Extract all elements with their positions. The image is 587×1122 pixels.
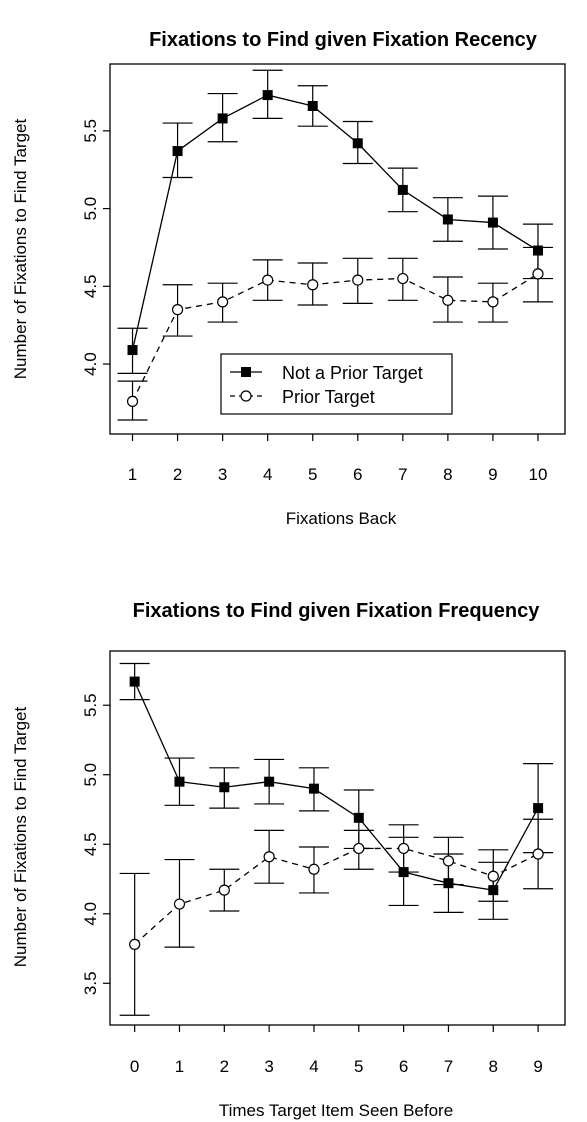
data-point-circle: [487, 296, 499, 308]
y-tick-label: 5.5: [81, 119, 100, 143]
frequency-y-axis-label: Number of Fixations to Find Target: [11, 706, 30, 967]
data-point-circle: [262, 274, 274, 286]
recency-legend: Not a Prior Target Prior Target: [220, 353, 453, 415]
x-tick-label: 7: [444, 1057, 453, 1076]
x-tick-label: 2: [220, 1057, 229, 1076]
x-tick-label: 1: [128, 465, 137, 484]
series-line-not-prior-target: [131, 94, 539, 351]
recency-x-axis-label: Fixations Back: [286, 509, 397, 528]
x-tick-label: 5: [354, 1057, 363, 1076]
y-tick-label: 5.0: [81, 763, 100, 787]
data-point-circle: [263, 851, 275, 863]
data-point-square: [442, 214, 453, 225]
x-tick-label: 8: [443, 465, 452, 484]
y-tick-label: 4.5: [81, 274, 100, 298]
data-point-square: [129, 676, 140, 687]
data-point-square: [308, 783, 319, 794]
data-point-circle: [397, 272, 409, 285]
y-tick-label: 4.0: [81, 352, 100, 376]
data-point-square: [262, 90, 273, 101]
x-tick-label: 3: [264, 1057, 273, 1076]
data-point-circle: [532, 848, 544, 860]
data-point-circle: [217, 296, 229, 308]
x-tick-label: 6: [353, 465, 362, 484]
recency-chart-title: Fixations to Find given Fixation Recency: [149, 29, 538, 51]
x-tick-label: 6: [399, 1057, 408, 1076]
data-point-circle: [308, 863, 320, 875]
data-point-circle: [352, 274, 364, 286]
frequency-plot-frame: [109, 650, 566, 1026]
series-line-prior-target: [131, 273, 539, 402]
legend-label-not-prior-target: Not a Prior Target: [282, 363, 423, 383]
x-tick-label: 9: [488, 465, 497, 484]
legend-marker-square: [241, 367, 251, 377]
data-point-square: [397, 184, 408, 195]
legend-label-prior-target: Prior Target: [282, 387, 375, 407]
y-tick-label: 3.5: [81, 971, 100, 995]
x-tick-label: 2: [173, 465, 182, 484]
data-point-square: [264, 776, 275, 787]
x-tick-label: 7: [398, 465, 407, 484]
x-tick-label: 0: [130, 1057, 139, 1076]
legend-marker-circle: [240, 390, 252, 402]
x-tick-label: 4: [309, 1057, 318, 1076]
data-point-circle: [487, 870, 499, 882]
data-point-circle: [532, 268, 544, 280]
data-point-square: [353, 812, 364, 823]
data-point-circle: [398, 842, 410, 855]
series-line-prior-target: [134, 847, 539, 945]
data-point-circle: [171, 304, 184, 316]
legend-box: [220, 353, 453, 415]
data-point-circle: [307, 279, 319, 291]
recency-plot-frame: [109, 63, 566, 435]
recency-y-axis-label: Number of Fixations to Find Target: [11, 118, 30, 379]
data-point-square: [487, 217, 498, 228]
x-tick-label: 5: [308, 465, 317, 484]
frequency-chart: Fixations to Find given Fixation Frequen…: [11, 600, 566, 1120]
data-point-square: [533, 803, 544, 814]
y-tick-label: 4.5: [81, 832, 100, 856]
data-point-square: [217, 113, 228, 124]
frequency-chart-title: Fixations to Find given Fixation Frequen…: [133, 600, 541, 622]
data-point-circle: [353, 842, 365, 855]
y-tick-label: 5.0: [81, 197, 100, 221]
x-tick-label: 9: [533, 1057, 542, 1076]
series-line-not-prior-target: [134, 681, 539, 891]
x-tick-label: 3: [218, 465, 227, 484]
data-point-square: [127, 345, 138, 356]
data-point-circle: [218, 884, 230, 896]
data-point-square: [219, 782, 230, 793]
y-tick-label: 4.0: [81, 902, 100, 926]
data-point-square: [174, 776, 185, 787]
data-point-circle: [129, 938, 141, 950]
frequency-x-axis-label: Times Target Item Seen Before: [219, 1101, 453, 1120]
data-point-circle: [126, 395, 139, 407]
data-point-circle: [173, 898, 186, 910]
data-point-square: [172, 146, 183, 157]
data-point-circle: [442, 294, 454, 306]
data-point-circle: [442, 855, 455, 867]
y-tick-label: 5.5: [81, 693, 100, 717]
x-tick-label: 1: [175, 1057, 184, 1076]
x-tick-label: 4: [263, 465, 272, 484]
recency-chart: Fixations to Find given Fixation Recency…: [11, 29, 566, 528]
x-tick-label: 8: [489, 1057, 498, 1076]
data-point-square: [307, 100, 318, 111]
x-tick-label: 10: [529, 465, 548, 484]
data-point-square: [352, 138, 363, 149]
